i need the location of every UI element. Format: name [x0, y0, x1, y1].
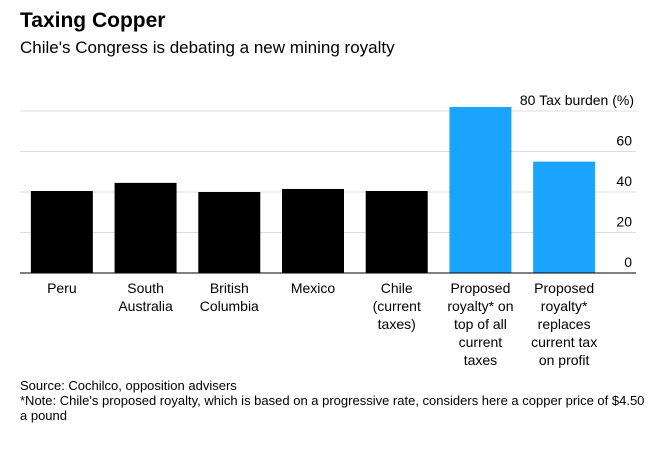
category-label: British Columbia [200, 280, 259, 314]
y-tick-label: 0 [624, 254, 632, 270]
bar [365, 190, 428, 273]
bar [282, 188, 344, 273]
bar [198, 192, 261, 273]
bar [114, 182, 177, 273]
y-tick-label: 20 [616, 214, 632, 230]
bar [533, 161, 596, 273]
category-labels: Peru South Australia British Columbia Mexico C… [47, 280, 597, 368]
bar [449, 106, 512, 273]
category-label: Proposed royalty* replaces current tax on pr… [531, 280, 597, 368]
chart-title: Taxing Copper [20, 9, 166, 32]
bar [30, 190, 93, 273]
y-tick-label: 80 Tax burden (%) [520, 92, 634, 108]
y-tick-label: 60 [616, 133, 632, 149]
footnote: *Note: Chile's proposed royalty, which i… [20, 393, 645, 423]
y-axis-ticks: 0 20 40 60 80 Tax burden (%) [520, 92, 634, 270]
y-tick-label: 40 [616, 173, 632, 189]
bars [30, 106, 596, 273]
chart-subtitle: Chile's Congress is debating a new minin… [20, 38, 395, 57]
category-label: Mexico [291, 280, 336, 296]
bar-chart: 0 20 40 60 80 Tax burden (%) Peru South Austra… [20, 92, 636, 368]
category-label: Peru [47, 280, 77, 296]
source-note: Source: Cochilco, opposition advisers [20, 378, 237, 393]
category-label: South Australia [118, 280, 173, 314]
category-label: Proposed royalty* on top of all current taxe… [447, 280, 513, 368]
chart-footer: Source: Cochilco, opposition advisers *N… [20, 378, 645, 423]
category-label: Chile (current taxes) [373, 280, 421, 332]
